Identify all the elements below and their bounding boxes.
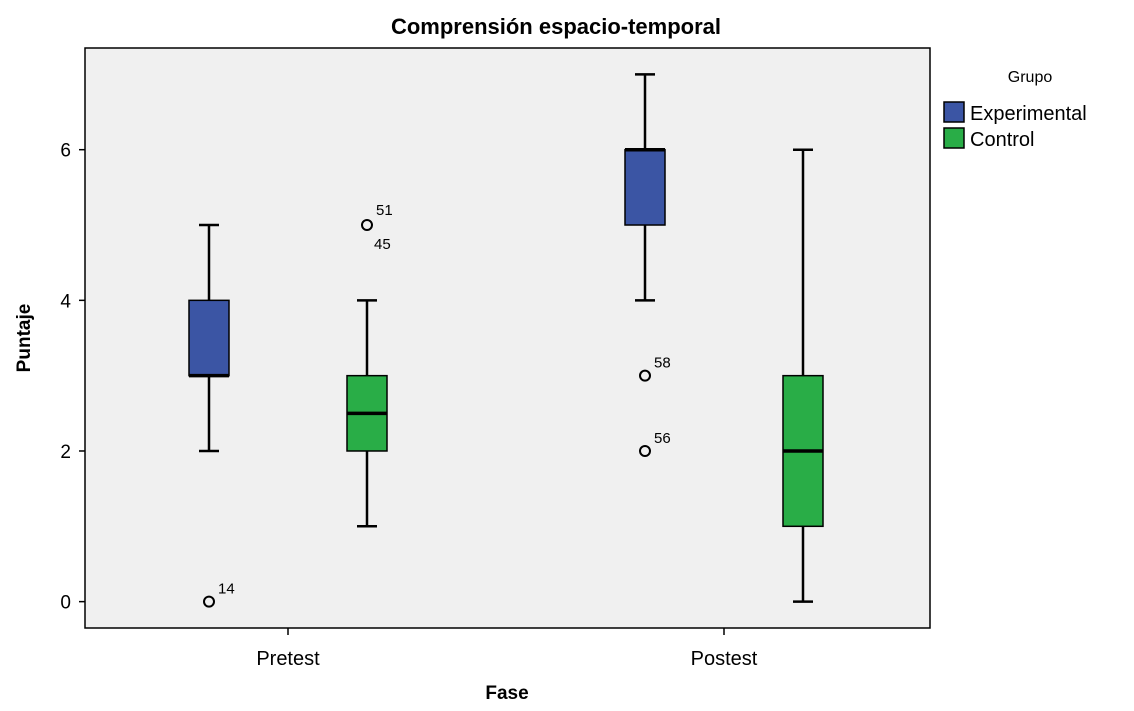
outlier-point <box>361 219 373 232</box>
outlier-point <box>203 595 215 608</box>
box-experimental-postest <box>624 148 666 226</box>
x-tick-label: Pretest <box>256 648 320 670</box>
outlier-label: 51 <box>376 202 393 219</box>
outlier-label: 14 <box>218 581 235 598</box>
y-axis-title: Puntaje <box>14 304 35 373</box>
legend-swatch-control <box>943 127 965 149</box>
y-tick-label: 4 <box>60 291 71 312</box>
y-tick-label: 2 <box>60 442 71 463</box>
box-experimental-pretest <box>188 299 230 377</box>
chart-title: Comprensión espacio-temporal <box>391 14 721 39</box>
legend-swatch-experimental <box>943 101 965 123</box>
chart-marks: 0 2 4 6 Pretest Postest 14 58 56 51 45 Experimental… <box>60 73 1087 670</box>
legend-label: Control <box>970 129 1034 151</box>
outlier-label: 58 <box>654 355 671 372</box>
x-tick-label: Postest <box>691 648 758 670</box>
outlier-label: 56 <box>654 430 671 447</box>
outlier-point <box>639 444 651 457</box>
legend-label: Experimental <box>970 103 1087 125</box>
y-tick-label: 0 <box>60 593 71 614</box>
y-tick-label: 6 <box>60 141 71 162</box>
x-axis-title: Fase <box>485 683 528 704</box>
legend-title: Grupo <box>1008 69 1053 86</box>
outlier-label: 45 <box>374 236 391 253</box>
outlier-point <box>639 369 651 382</box>
